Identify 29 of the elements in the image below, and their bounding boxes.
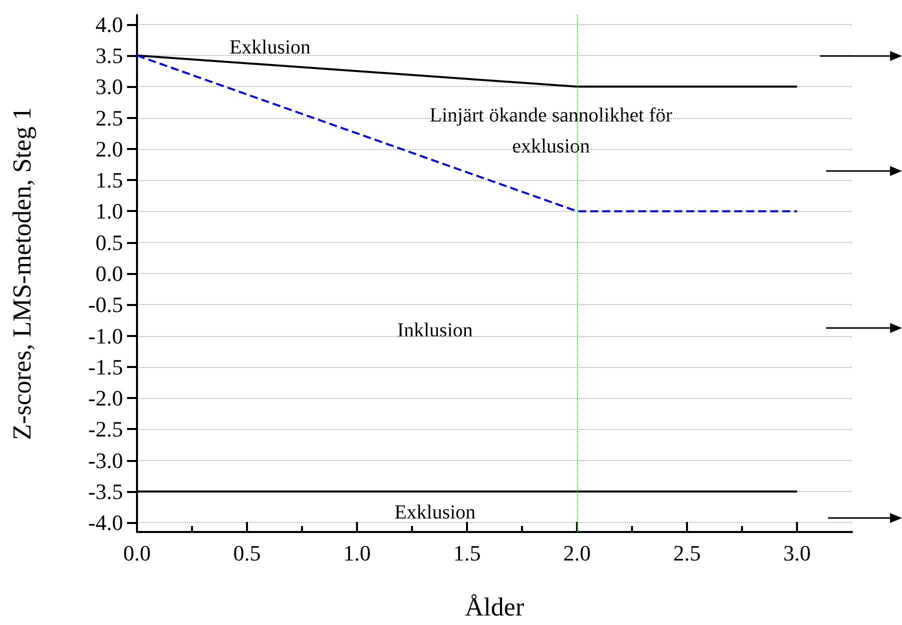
y-tick-label: -1.0	[88, 323, 123, 348]
y-tick-label: 1.5	[96, 168, 123, 193]
y-axis-title: Z-scores, LMS-metoden, Steg 1	[8, 107, 36, 440]
y-tick-label: -3.0	[88, 448, 123, 473]
y-tick-label: 0.5	[96, 230, 123, 255]
y-tick-label: 2.5	[96, 105, 123, 130]
y-tick-label: 0.0	[96, 261, 123, 286]
y-tick-label: -3.5	[88, 479, 123, 504]
y-tick-label: -4.0	[88, 510, 123, 536]
y-tick-label: -2.0	[88, 386, 123, 411]
y-tick-label: 3.5	[96, 42, 123, 68]
annotation: Exklusion	[394, 502, 476, 524]
y-tick-label: 2.0	[96, 136, 123, 162]
annotation: Inklusion	[397, 320, 473, 342]
x-axis-title: Ålder	[464, 592, 524, 622]
annotation: Exklusion	[229, 36, 311, 58]
y-tick-label: -0.5	[88, 292, 123, 318]
y-tick-label: 3.0	[96, 74, 123, 100]
x-tick-label: 3.0	[783, 540, 811, 566]
y-tick-label: 1.0	[96, 198, 123, 224]
x-tick-label: 2.5	[673, 540, 701, 566]
x-tick-label: 2.0	[563, 540, 591, 566]
y-tick-label: 4.0	[96, 12, 123, 37]
x-tick-label: 0.5	[233, 540, 261, 566]
y-tick-label: -2.5	[88, 416, 123, 442]
x-tick-label: 0.0	[123, 540, 151, 566]
x-tick-label: 1.5	[453, 540, 481, 566]
x-tick-label: 1.0	[343, 540, 371, 566]
y-tick-label: -1.5	[88, 354, 123, 380]
